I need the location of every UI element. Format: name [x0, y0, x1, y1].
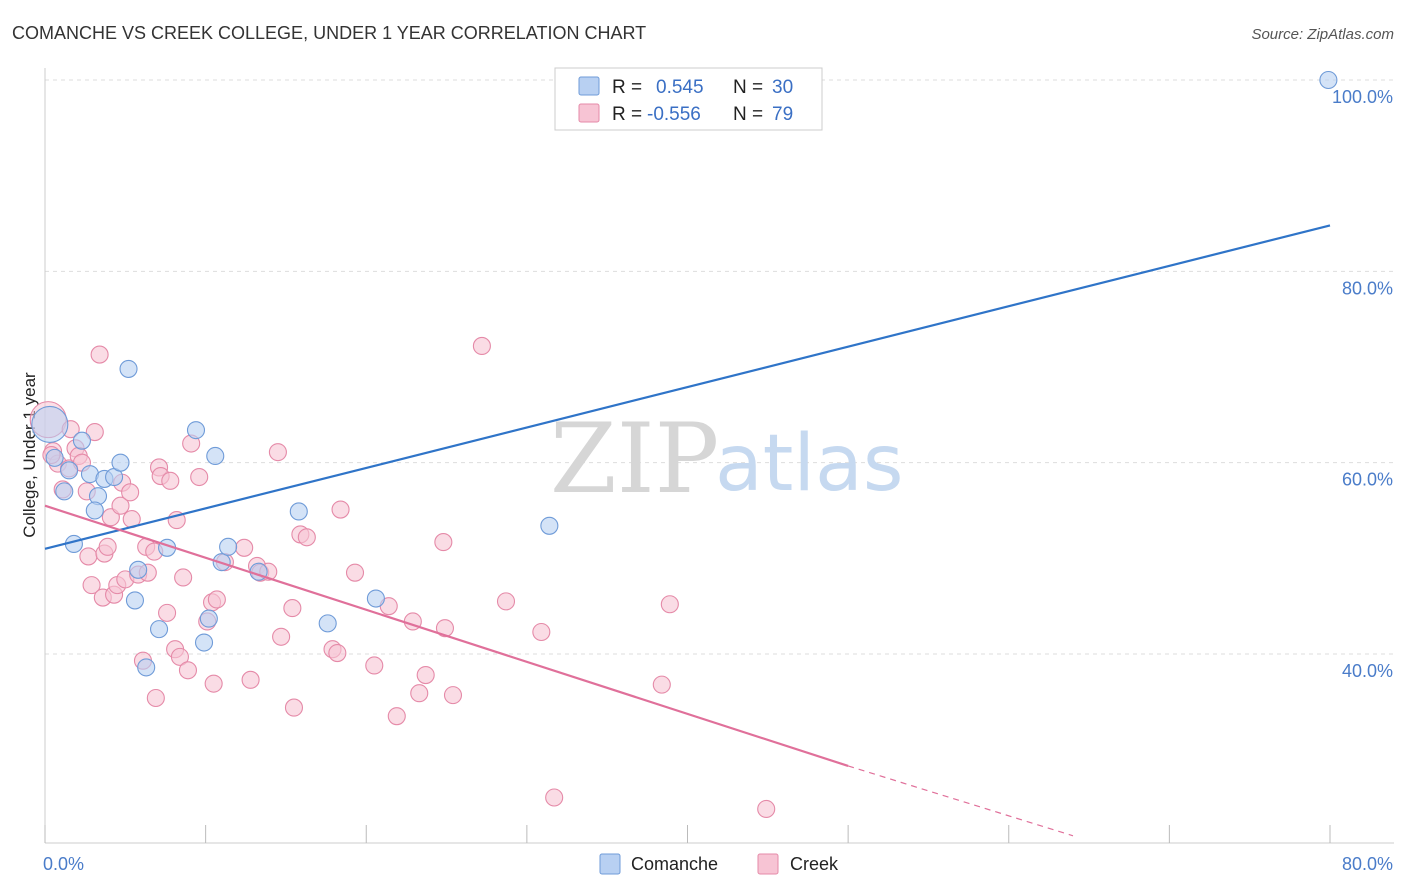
series-legend: Comanche Creek [599, 853, 839, 875]
comanche-r-label: R = [612, 77, 642, 98]
creek-point [207, 590, 226, 609]
chart-title: COMANCHE VS CREEK COLLEGE, UNDER 1 YEAR … [12, 23, 646, 43]
comanche-point [540, 516, 559, 535]
comanche-point [206, 446, 225, 466]
creek-point [652, 675, 671, 694]
comanche-trend-line [44, 224, 1331, 550]
x-tick-label: 80.0% [1342, 854, 1393, 874]
comanche-point [31, 405, 69, 443]
creek-point [268, 443, 287, 462]
comanche-point [199, 609, 218, 628]
creek-point [174, 568, 193, 587]
creek-point [82, 576, 101, 595]
creek-point [170, 647, 189, 666]
comanche-point [289, 502, 308, 521]
creek-point [178, 661, 198, 680]
creek-point [190, 467, 209, 487]
comanche-point [119, 359, 138, 378]
comanche-point [72, 431, 91, 450]
creek-point [158, 603, 177, 622]
creek-point [283, 599, 302, 618]
creek-point [204, 674, 223, 693]
creek-point [345, 563, 365, 582]
creek-point [79, 547, 98, 566]
stats-legend: R = 0.545 N = 30 R = -0.556 N = 79 [554, 67, 823, 131]
comanche-point [186, 421, 206, 440]
creek-point [660, 595, 679, 614]
comanche-r-value: 0.545 [656, 77, 704, 98]
creek-point [90, 345, 109, 364]
comanche-point [366, 589, 385, 608]
watermark: ZIP atlas [550, 403, 904, 515]
creek-point [410, 684, 429, 703]
comanche-point [219, 537, 238, 556]
comanche-point [111, 453, 130, 472]
creek-point [111, 496, 130, 515]
comanche-point [60, 461, 79, 480]
comanche-point [45, 448, 64, 467]
creek-r-label: R = [612, 104, 642, 125]
creek-trend-extension [847, 765, 1074, 837]
comanche-swatch [578, 76, 600, 96]
creek-point [85, 423, 104, 442]
y-tick-label: 40.0% [1342, 661, 1393, 681]
y-tick-label: 60.0% [1342, 470, 1393, 490]
creek-point [235, 538, 254, 557]
creek-point [241, 670, 260, 689]
comanche-point [125, 591, 144, 610]
x-tick-labels: 0.0% 80.0% [43, 854, 1393, 874]
creek-r-value: -0.556 [647, 104, 701, 125]
x-tick-label: 0.0% [43, 854, 84, 874]
watermark-atlas: atlas [715, 419, 904, 509]
creek-point [443, 686, 463, 705]
creek-point [161, 471, 180, 490]
comanche-n-value: 30 [772, 77, 793, 98]
comanche-point [55, 482, 74, 501]
creek-point [284, 698, 304, 717]
y-tick-labels: 40.0% 60.0% 80.0% 100.0% [1332, 87, 1393, 681]
creek-point [297, 528, 316, 547]
creek-point [757, 799, 776, 819]
legend-creek-swatch [757, 853, 779, 875]
comanche-point [129, 560, 148, 579]
comanche-point [318, 614, 337, 633]
creek-n-value: 79 [772, 104, 793, 125]
creek-point [496, 592, 516, 611]
creek-point [331, 500, 350, 519]
creek-point [472, 336, 491, 356]
creek-point [328, 643, 347, 663]
creek-trend-line [44, 504, 849, 767]
creek-point [434, 533, 453, 552]
y-tick-label: 100.0% [1332, 87, 1393, 107]
creek-point [98, 537, 117, 556]
comanche-points [31, 70, 1338, 677]
creek-point [272, 627, 291, 646]
creek-point [416, 665, 435, 685]
comanche-point [149, 620, 169, 639]
creek-point [365, 656, 384, 675]
comanche-point [194, 633, 214, 652]
y-tick-label: 80.0% [1342, 278, 1393, 298]
trend-lines [44, 224, 1331, 837]
comanche-point [137, 658, 156, 677]
comanche-point [85, 501, 104, 520]
creek-point [146, 688, 165, 708]
legend-creek-label: Creek [790, 854, 839, 874]
comanche-n-label: N = [733, 77, 763, 98]
comanche-point [1319, 70, 1338, 90]
y-axis-label: College, Under 1 year [20, 372, 39, 538]
creek-point [435, 619, 455, 638]
grid-lines [45, 79, 1394, 655]
legend-comanche-swatch [599, 853, 621, 875]
creek-point [387, 707, 406, 726]
watermark-zip: ZIP [550, 403, 719, 515]
creek-point [532, 622, 551, 642]
creek-n-label: N = [733, 104, 763, 125]
creek-swatch [578, 103, 600, 123]
creek-point [121, 483, 140, 502]
legend-comanche-label: Comanche [631, 854, 718, 874]
source-label: Source: ZipAtlas.com [1251, 26, 1394, 43]
creek-point [545, 788, 564, 807]
